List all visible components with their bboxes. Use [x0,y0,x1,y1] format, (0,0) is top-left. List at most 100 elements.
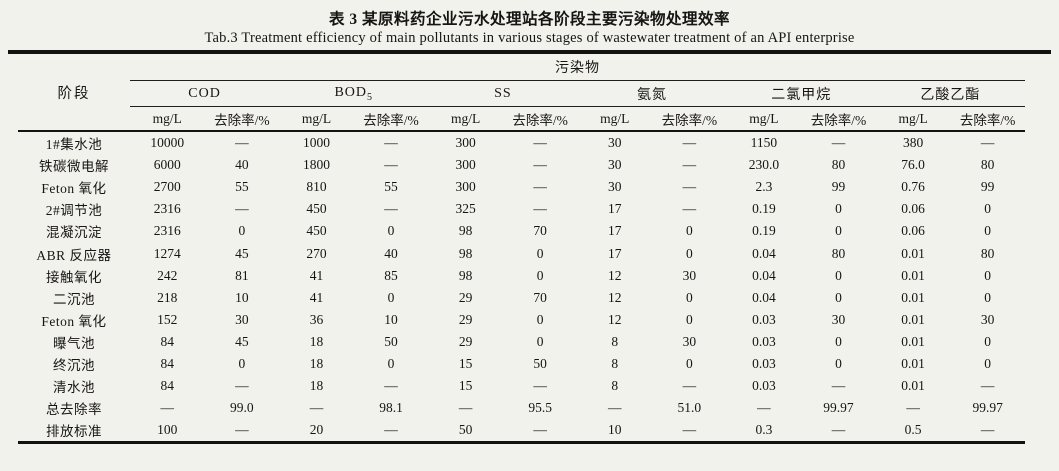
unit-header-removal-rate: 去除率/% [204,106,280,132]
value-cell: 0.01 [901,289,925,305]
table-row: 铁碳微电解 6000 40 1800 — 300 — 30 — 230.0 80 76.0 80 [18,154,1025,176]
unit-header-removal-rate: 去除率/% [950,106,1025,132]
stage-cell: 铁碳微电解 [39,159,109,175]
value-cell: 0.3 [726,419,802,445]
value-cell: 99.0 [230,400,254,416]
value-cell: — [384,135,398,151]
value-cell: 0.03 [752,333,776,349]
value-cell: 84 [160,355,175,371]
value-cell: 450 [306,223,327,239]
value-cell: 0 [685,311,693,327]
value-cell: 99.97 [972,400,1003,416]
value-cell: 0.03 [752,311,776,327]
value-cell: — [235,135,249,151]
value-cell: 0 [835,355,842,371]
value-cell: 1274 [153,245,181,261]
value-cell: 98 [458,223,473,239]
value-cell: 1000 [302,135,330,151]
value-cell: 41 [309,267,324,283]
value-cell: — [235,378,249,394]
value-cell: 0 [984,289,992,305]
stage-cell: 终沉池 [53,357,95,373]
table-row: 曝气池 84 45 18 50 29 0 8 30 0.03 0 0.01 0 [18,331,1025,353]
unit-header-concentration: mg/L [279,106,354,132]
value-cell: 45 [235,245,249,261]
stage-cell: ABR 反应器 [36,247,112,263]
value-cell: 0.06 [901,201,925,217]
value-cell: 95.5 [528,400,552,416]
unit-header-removal-rate: 去除率/% [353,106,429,132]
table-caption-en: Tab.3 Treatment efficiency of main pollu… [204,30,855,46]
value-cell: 300 [455,135,476,151]
value-cell: 0 [984,223,992,239]
value-cell: 10000 [150,135,185,151]
value-cell: 18 [309,355,324,371]
value-cell: 15 [458,355,473,371]
value-cell: 29 [458,333,473,349]
value-cell: 325 [455,201,476,217]
stage-cell: Feton 氧化 [41,313,107,329]
value-cell: 17 [608,201,622,217]
value-cell: 0.19 [752,223,776,239]
value-cell: 98 [458,245,473,261]
unit-header-concentration: mg/L [875,106,951,132]
table-row: 接触氧化 242 81 41 85 98 0 12 30 0.04 0 0.01 0 [18,265,1025,287]
table-row: ABR 反应器 1274 45 270 40 98 0 17 0 0.04 80 0.01 80 [18,242,1025,264]
value-cell: 20 [279,419,354,445]
value-cell: — [384,201,398,217]
value-cell: — [831,378,846,394]
stage-cell: 1#集水池 [45,137,103,153]
value-cell: — [831,135,846,151]
stage-cell: Feton 氧化 [41,181,107,197]
value-cell: 30 [831,311,846,327]
value-cell: 8 [611,333,619,349]
value-cell: 0 [984,333,992,349]
value-cell: — [353,419,429,445]
value-cell: 98 [458,267,473,283]
table-row: 终沉池 84 0 18 0 15 50 8 0 0.03 0 0.01 0 [18,353,1025,375]
value-cell: — [980,135,995,151]
stage-cell: 排放标准 [18,419,130,445]
value-cell: 0 [984,267,992,283]
value-cell: 0 [536,311,544,327]
value-cell: 99.97 [823,400,854,416]
value-cell: 29 [458,289,473,305]
value-cell: — [757,400,771,416]
table-body: 1#集水池 10000—1000—300—30—1150—380— 铁碳微电解 600… [18,131,1025,445]
value-cell: 0 [984,201,992,217]
table-header: 阶段 污染物 COD BOD5 SS 氨氮 二氯甲烷 乙酸乙酯 mg/L 去除率/% mg/L… [18,54,1025,132]
value-cell: 152 [157,311,178,327]
value-cell: 85 [384,267,398,283]
value-cell: 36 [309,311,324,327]
value-cell: 0 [835,201,842,217]
value-cell: — [533,378,547,394]
value-cell: 0 [387,223,395,239]
value-cell: 0 [685,223,693,239]
value-cell: 55 [384,179,398,195]
value-cell: 0 [536,333,544,349]
stage-cell: 总去除率 [46,402,102,418]
value-cell: — [801,419,876,445]
value-cell: 15 [458,378,473,394]
value-cell: 55 [235,179,249,195]
value-cell: 81 [235,267,249,283]
value-cell: 2.3 [755,179,773,195]
value-cell: 30 [682,333,697,349]
value-cell: 0 [835,333,842,349]
table-caption-zh: 表 3 某原料药企业污水处理站各阶段主要污染物处理效率 [328,11,730,28]
stage-cell: 清水池 [53,380,95,396]
value-cell: — [533,201,547,217]
value-cell: 80 [980,245,995,261]
table-row: Feton 氧化 152 30 36 10 29 0 12 0 0.03 30 0.01 30 [18,309,1025,331]
pollutant-header-2: BOD5 [279,80,429,107]
value-cell: 450 [306,201,327,217]
value-cell: 12 [608,311,622,327]
value-cell: — [980,378,995,394]
unit-header-removal-rate: 去除率/% [652,106,727,132]
value-cell: 2316 [153,201,181,217]
value-cell: 270 [306,245,327,261]
value-cell: 40 [384,245,398,261]
value-cell: 10 [384,311,398,327]
value-cell: — [950,419,1025,445]
table-row: 排放标准 100—20—50—10—0.3—0.5— [18,419,1025,445]
